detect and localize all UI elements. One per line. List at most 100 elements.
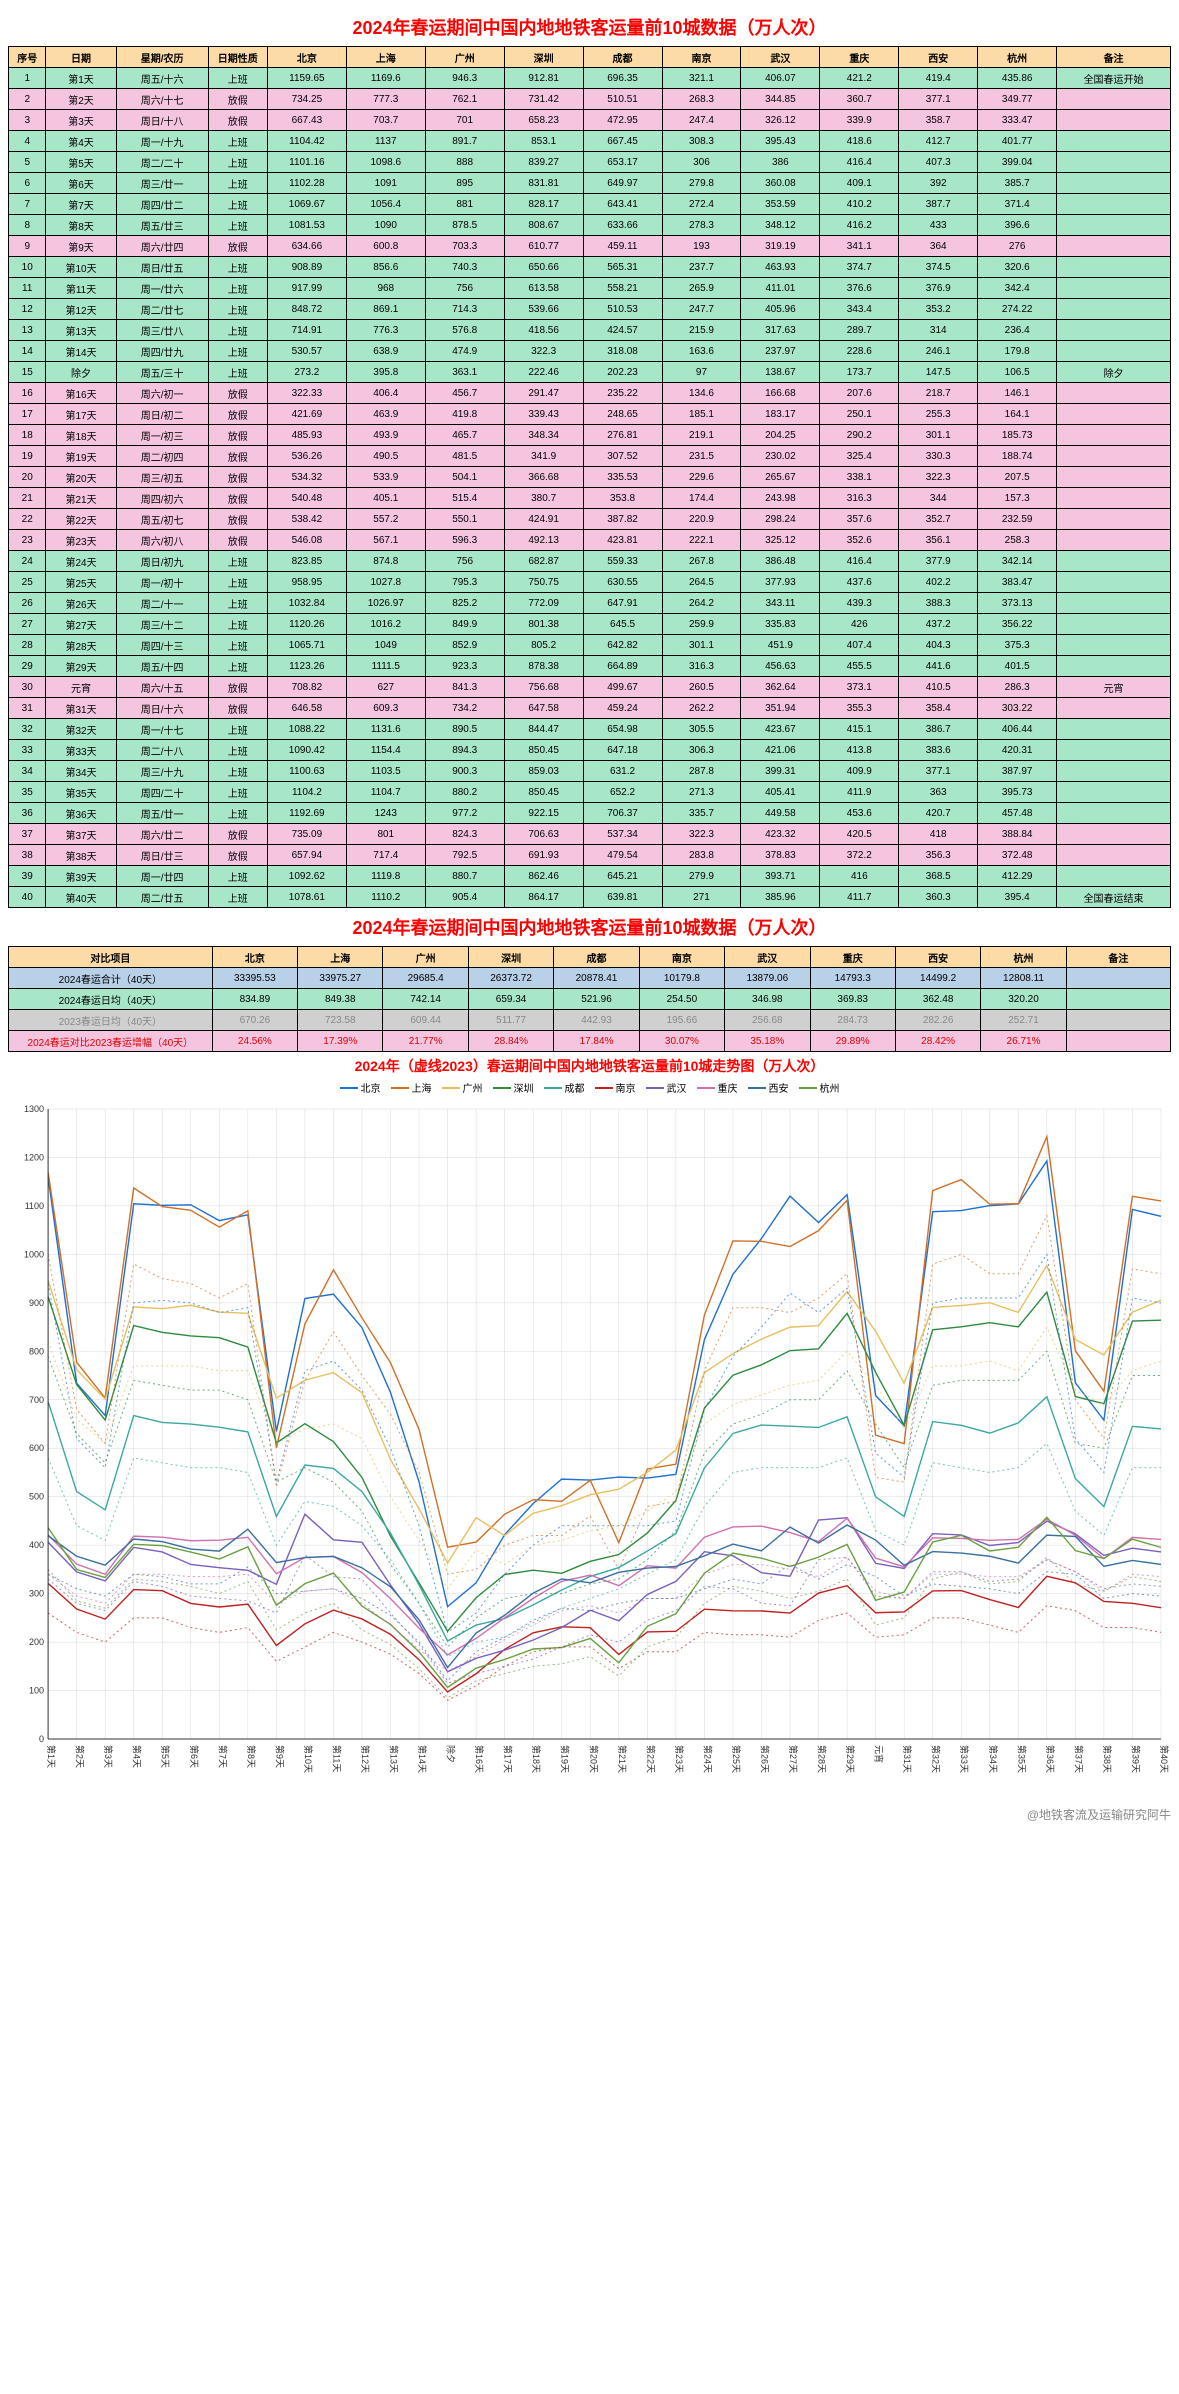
cell: 908.89 <box>267 257 346 278</box>
cell: 449.58 <box>741 803 820 824</box>
cell: 32 <box>9 719 46 740</box>
cell: 424.91 <box>504 509 583 530</box>
cell: 上班 <box>208 866 267 887</box>
cell: 22 <box>9 509 46 530</box>
cell: 456.63 <box>741 656 820 677</box>
cell: 1159.65 <box>267 68 346 89</box>
cell: 247.7 <box>662 299 741 320</box>
cell: 301.1 <box>899 425 978 446</box>
table-row: 29第29天周五/十四上班1123.261111.5923.3878.38664… <box>9 656 1171 677</box>
cell: 1192.69 <box>267 803 346 824</box>
cell: 405.96 <box>741 299 820 320</box>
table-row: 1第1天周五/十六上班1159.651169.6946.3912.81696.3… <box>9 68 1171 89</box>
svg-text:第39天: 第39天 <box>1130 1745 1141 1773</box>
cell: 259.9 <box>662 614 741 635</box>
cell: 395.4 <box>978 887 1057 908</box>
cell: 351.94 <box>741 698 820 719</box>
svg-text:200: 200 <box>29 1637 44 1647</box>
table-row: 14第14天周四/廿九上班530.57638.9474.9322.3318.08… <box>9 341 1171 362</box>
cell <box>1057 110 1171 131</box>
col-header: 序号 <box>9 47 46 68</box>
cell: 410.2 <box>820 194 899 215</box>
cell: 271 <box>662 887 741 908</box>
cell <box>1057 782 1171 803</box>
cell <box>1057 593 1171 614</box>
cell: 852.9 <box>425 635 504 656</box>
cell: 215.9 <box>662 320 741 341</box>
cell: 1154.4 <box>346 740 425 761</box>
cell: 25 <box>9 572 46 593</box>
cell: 905.4 <box>425 887 504 908</box>
cell <box>1057 656 1171 677</box>
cell: 第24天 <box>46 551 116 572</box>
cell: 上班 <box>208 299 267 320</box>
table-row: 32第32天周一/十七上班1088.221131.6890.5844.47654… <box>9 719 1171 740</box>
svg-text:第24天: 第24天 <box>702 1745 713 1773</box>
cell: 周二/十八 <box>116 740 208 761</box>
cell: 周六/初八 <box>116 530 208 551</box>
cell: 1065.71 <box>267 635 346 656</box>
cell <box>1057 824 1171 845</box>
cell: 376.6 <box>820 278 899 299</box>
cell: 230.02 <box>741 446 820 467</box>
cell: 923.3 <box>425 656 504 677</box>
cell: 372.2 <box>820 845 899 866</box>
cell: 164.1 <box>978 404 1057 425</box>
cell: 850.45 <box>504 782 583 803</box>
cell: 247.4 <box>662 110 741 131</box>
cell: 374.5 <box>899 257 978 278</box>
cell: 1088.22 <box>267 719 346 740</box>
cell: 23 <box>9 530 46 551</box>
svg-text:第38天: 第38天 <box>1102 1745 1113 1773</box>
cell: 409.9 <box>820 761 899 782</box>
cell: 360.3 <box>899 887 978 908</box>
cell: 35 <box>9 782 46 803</box>
cell: 1131.6 <box>346 719 425 740</box>
cell: 823.85 <box>267 551 346 572</box>
svg-text:800: 800 <box>29 1346 44 1356</box>
cell: 659.34 <box>468 989 553 1010</box>
cell: 放假 <box>208 488 267 509</box>
table-row: 8第8天周五/廿三上班1081.531090878.5808.67633.662… <box>9 215 1171 236</box>
cell: 862.46 <box>504 866 583 887</box>
table-row: 16第16天周六/初一放假322.33406.4456.7291.47235.2… <box>9 383 1171 404</box>
cell: 645.21 <box>583 866 662 887</box>
cell: 周五/廿一 <box>116 803 208 824</box>
main-title: 2024年春运期间中国内地地铁客运量前10城数据（万人次） <box>8 14 1171 40</box>
cell: 219.1 <box>662 425 741 446</box>
cell: 387.97 <box>978 761 1057 782</box>
cell: 8 <box>9 215 46 236</box>
cell: 7 <box>9 194 46 215</box>
cell: 510.51 <box>583 89 662 110</box>
cell: 437.6 <box>820 572 899 593</box>
cell: 849.38 <box>298 989 383 1010</box>
table-row: 6第6天周三/廿一上班1102.281091895831.81649.97279… <box>9 173 1171 194</box>
cell: 上班 <box>208 656 267 677</box>
cell: 795.3 <box>425 572 504 593</box>
cell: 533.9 <box>346 467 425 488</box>
cell: 322.3 <box>899 467 978 488</box>
cell: 380.7 <box>504 488 583 509</box>
cell: 放假 <box>208 404 267 425</box>
cell: 12 <box>9 299 46 320</box>
cell: 周一/初三 <box>116 425 208 446</box>
cell: 463.9 <box>346 404 425 425</box>
cell: 1169.6 <box>346 68 425 89</box>
cell <box>1066 1010 1170 1031</box>
cell: 373.1 <box>820 677 899 698</box>
cell: 423.81 <box>583 530 662 551</box>
col-header: 深圳 <box>504 47 583 68</box>
table-row: 5第5天周二/二十上班1101.161098.6888839.27653.173… <box>9 152 1171 173</box>
cell: 元宵 <box>46 677 116 698</box>
cell: 386.7 <box>899 719 978 740</box>
svg-text:第31天: 第31天 <box>902 1745 913 1773</box>
cell: 424.57 <box>583 320 662 341</box>
cell: 348.34 <box>504 425 583 446</box>
cell: 317.63 <box>741 320 820 341</box>
cell: 479.54 <box>583 845 662 866</box>
cell: 29685.4 <box>383 968 468 989</box>
cell: 946.3 <box>425 68 504 89</box>
cell: 402.2 <box>899 572 978 593</box>
cell <box>1057 803 1171 824</box>
cell <box>1057 278 1171 299</box>
